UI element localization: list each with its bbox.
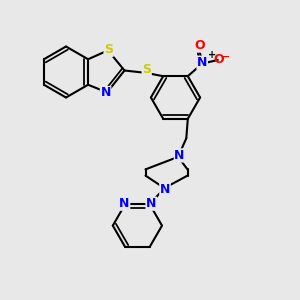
Text: S: S	[104, 43, 113, 56]
Text: S: S	[142, 63, 151, 76]
Text: N: N	[174, 149, 185, 162]
Text: N: N	[146, 197, 156, 210]
Text: +: +	[208, 50, 216, 60]
Text: −: −	[220, 52, 230, 62]
Text: N: N	[160, 183, 170, 196]
Text: N: N	[119, 197, 130, 210]
Text: O: O	[213, 53, 224, 66]
Text: O: O	[194, 39, 205, 52]
Text: N: N	[197, 56, 207, 69]
Text: N: N	[100, 86, 111, 100]
